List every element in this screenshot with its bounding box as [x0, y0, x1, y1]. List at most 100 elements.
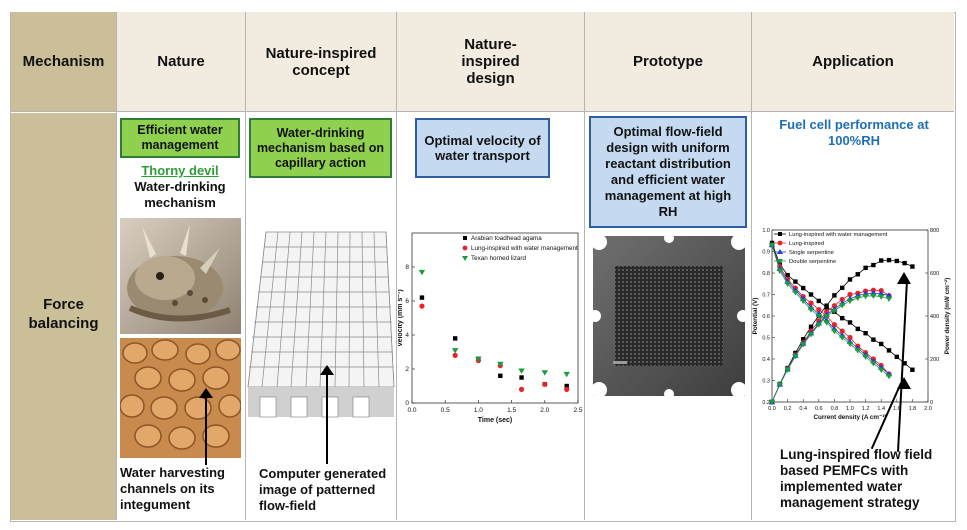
potential-point [885, 374, 893, 380]
potential-line [771, 244, 890, 377]
concept-caption: Computer generated image of patterned fl… [259, 466, 387, 513]
y-axis-label: Velocity (mm s⁻¹) [398, 289, 404, 346]
legend-marker [463, 236, 467, 240]
row-label-force-balancing: Force balancing [28, 296, 99, 332]
potential-point [823, 320, 830, 326]
data-point [497, 361, 504, 368]
y2-tick-label: 400 [930, 314, 939, 320]
y2-tick-label: 800 [930, 228, 939, 234]
power-point [854, 295, 861, 302]
power-point [839, 303, 846, 309]
nature-box: Efficient water management [120, 118, 240, 158]
data-point [564, 383, 569, 389]
plot-area [411, 232, 579, 404]
column-divider [584, 12, 585, 520]
nature-subtitle: Water-drinking mechanism [134, 179, 226, 210]
x-tick-label: 1.6 [893, 406, 901, 412]
y-tick-label: 0.9 [762, 250, 770, 256]
power-point [878, 294, 885, 300]
power-point [839, 296, 845, 303]
potential-point [854, 348, 861, 354]
header-application: Application [752, 12, 954, 112]
legend-marker [462, 245, 468, 251]
legend-label: Double serpentine [789, 259, 836, 265]
patterned-flow-field-image [247, 231, 395, 418]
data-point [419, 303, 425, 309]
potential-point [816, 306, 822, 313]
power-point [894, 258, 899, 264]
header-nature: Nature [117, 12, 245, 112]
potential-point [846, 341, 854, 348]
power-point [847, 291, 853, 298]
power-line [771, 289, 890, 403]
x-tick-label: 1.8 [909, 406, 917, 412]
legend-marker [777, 259, 783, 264]
power-point [846, 298, 854, 305]
potential-line [771, 244, 890, 375]
column-divider [751, 12, 752, 520]
power-point [862, 294, 869, 300]
potential-point [847, 320, 853, 325]
x-tick-label: 1.0 [846, 406, 854, 412]
potential-point [831, 322, 837, 328]
x-tick-label: 2.5 [573, 407, 582, 414]
prototype-box: Optimal flow-field design with uniform r… [589, 116, 747, 228]
x-tick-label: 2.0 [540, 407, 549, 414]
power-point [768, 399, 776, 406]
velocity-chart: 0.0 0.5 1.0 1.5 2.0 2.5 0 2 4 6 8 Time (sec) Velocit… [398, 232, 583, 424]
data-point [518, 368, 525, 374]
potential-point [807, 307, 815, 313]
y-tick-label: 0 [405, 400, 409, 407]
header-mechanism: Mechanism [11, 12, 116, 112]
potential-point [831, 328, 838, 335]
y-tick-label: 0.5 [762, 336, 770, 342]
power-point [885, 292, 893, 298]
header-design: Nature-inspired design [397, 12, 584, 112]
potential-point [847, 334, 853, 341]
y-tick-label: 0.2 [762, 400, 770, 406]
power-point [863, 265, 868, 271]
potential-point [785, 272, 790, 278]
application-title: Fuel cell performance at 100%RH [779, 117, 929, 148]
power-point [792, 354, 799, 360]
power-point [840, 285, 845, 291]
legend-label: Lung-inspired [789, 241, 824, 247]
arrow-head-icon [897, 272, 911, 284]
potential-point [839, 328, 845, 334]
x-tick-label: 1.0 [474, 407, 483, 414]
y2-tick-label: 0 [930, 400, 933, 406]
power-point [800, 342, 807, 348]
legend-label: Single serpentine [789, 250, 834, 256]
x-tick-label: 0.0 [768, 406, 776, 412]
data-point [498, 373, 503, 378]
concept-arrow [326, 372, 328, 464]
power-point [832, 293, 837, 298]
data-point [451, 348, 459, 354]
potential-point [870, 361, 877, 367]
y2-tick-label: 200 [930, 357, 939, 363]
column-divider [396, 12, 397, 520]
fuel-cell-chart: 0.0 0.2 0.4 0.6 0.8 1.0 1.2 1.4 1.6 1.8 2.00.20.30… [752, 228, 951, 421]
y2-tick-label: 600 [930, 271, 939, 277]
power-point [831, 303, 837, 309]
x-tick-label: 0.5 [441, 407, 450, 414]
potential-line [771, 244, 890, 375]
power-point [831, 308, 838, 315]
x-tick-label: 1.5 [507, 407, 516, 414]
potential-point [815, 313, 822, 320]
y2-axis-label: Power density (mW cm⁻²) [944, 278, 951, 354]
potential-point [863, 331, 868, 336]
arrow-head-icon [199, 388, 213, 398]
data-point [518, 386, 525, 392]
power-point [886, 257, 892, 263]
data-point [564, 386, 570, 392]
potential-point [871, 337, 876, 342]
header-concept: Nature-inspired concept [246, 12, 396, 112]
potential-point [808, 300, 814, 306]
potential-point [839, 335, 846, 341]
x-tick-label: 0.8 [831, 406, 839, 412]
power-point [815, 322, 822, 328]
application-caption: Lung-inspired flow field based PEMFCs wi… [780, 447, 933, 510]
power-point [910, 264, 915, 269]
potential-point [816, 298, 821, 304]
